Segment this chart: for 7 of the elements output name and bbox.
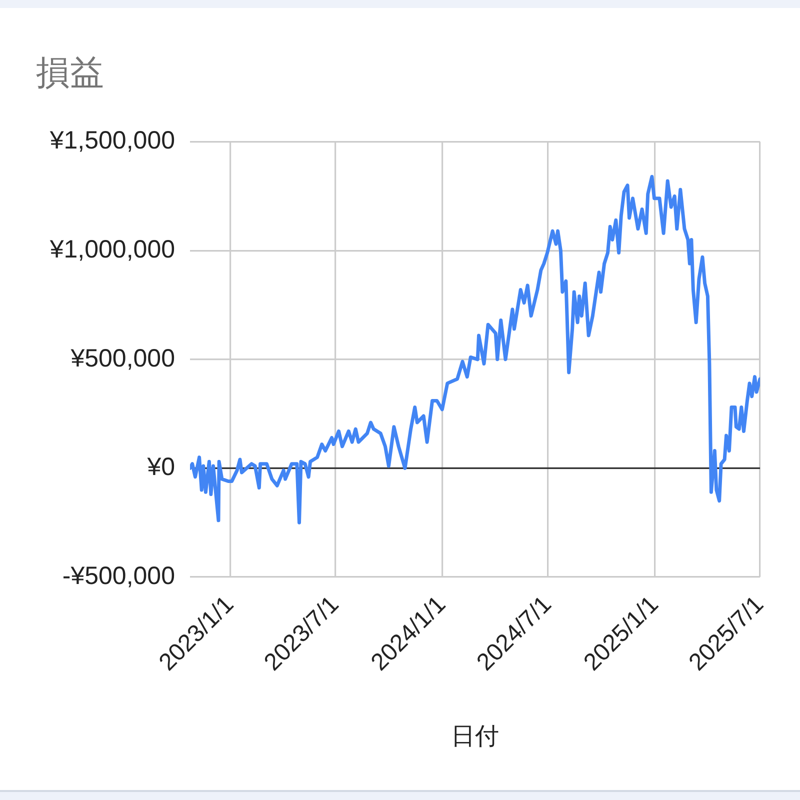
- y-tick-label: ¥500,000: [70, 344, 175, 372]
- x-axis-title: 日付: [451, 723, 499, 750]
- chart-title: 損益: [36, 54, 104, 92]
- y-tick-label: ¥1,000,000: [48, 235, 175, 264]
- y-tick-label: -¥500,000: [62, 562, 175, 590]
- y-tick-label: ¥1,500,000: [48, 126, 175, 155]
- y-tick-label: ¥0: [146, 453, 175, 482]
